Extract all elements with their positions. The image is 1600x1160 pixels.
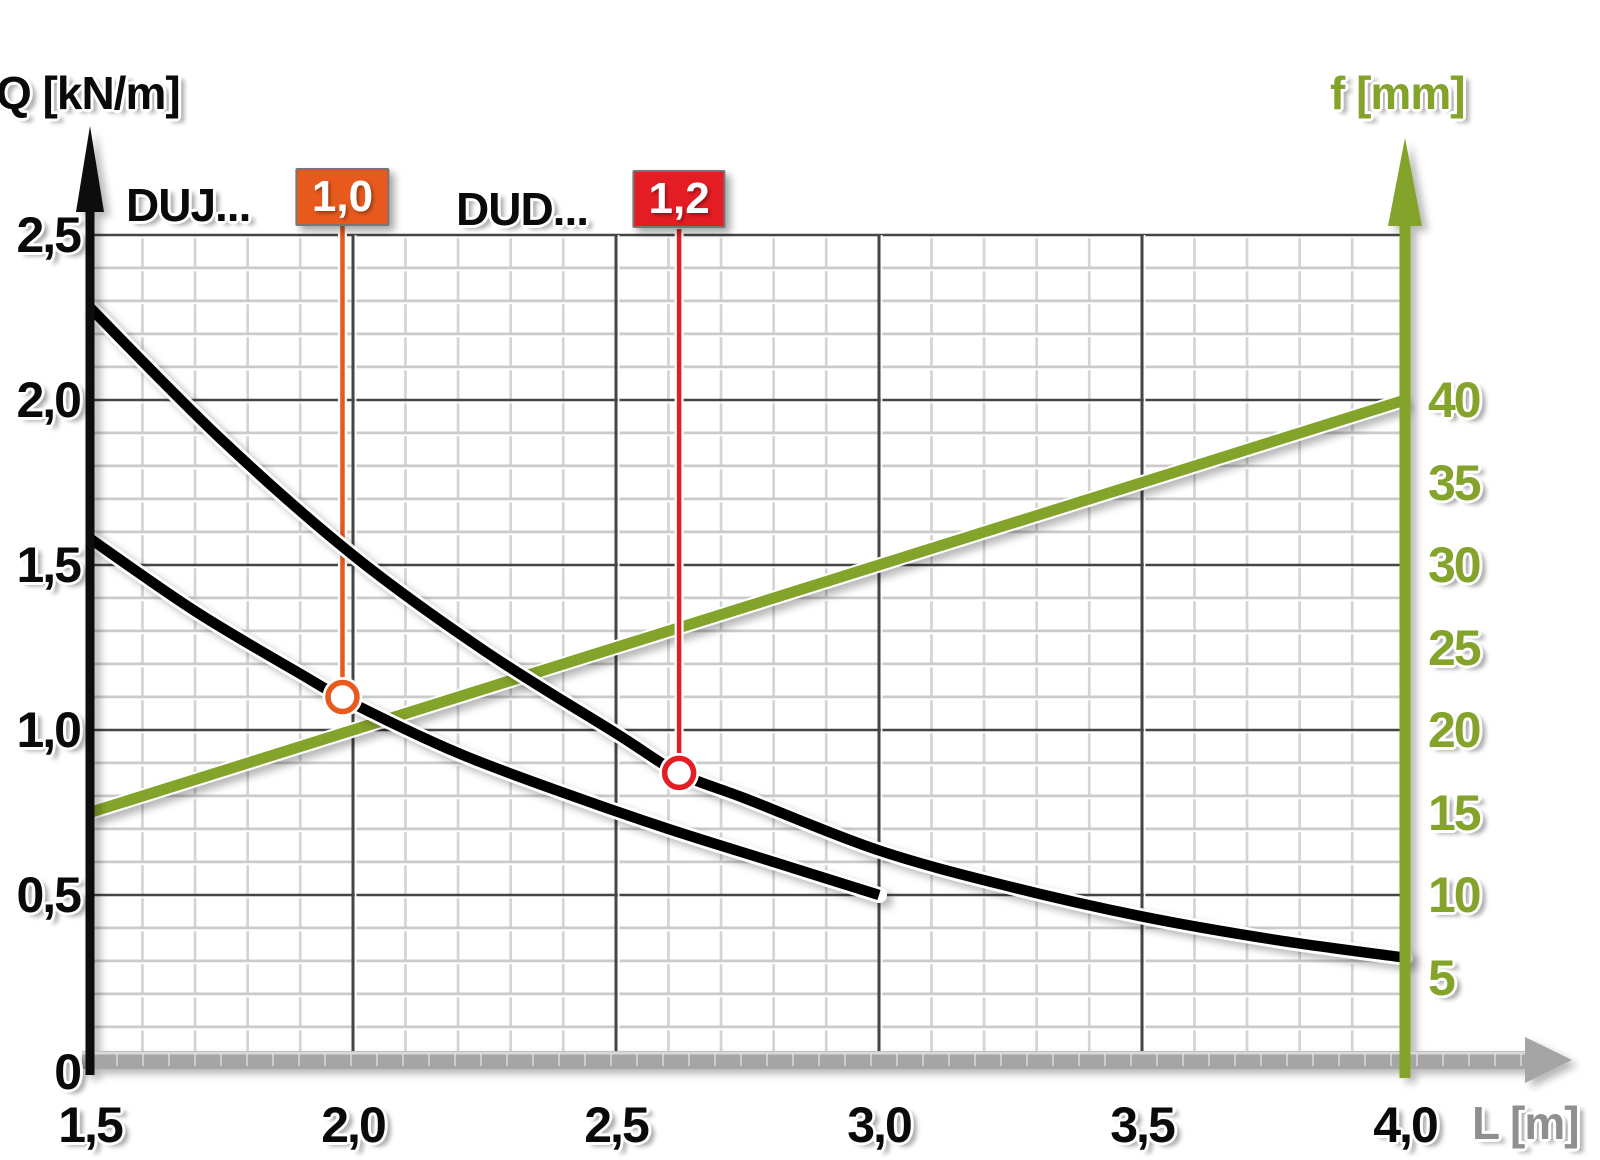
deflection-line (87, 392, 1408, 820)
f-axis-line (1399, 222, 1411, 1078)
marker-lines (337, 226, 684, 759)
marker-dot (325, 679, 360, 715)
x-axis-arrow (1525, 1037, 1572, 1083)
load-curve (86, 303, 1406, 963)
axes (76, 126, 1572, 1083)
x-axis-bar (82, 1051, 1525, 1069)
grid (90, 233, 1405, 1060)
load-curve (87, 534, 881, 901)
q-axis-arrow (76, 126, 104, 212)
q-axis-line (85, 210, 95, 1075)
deflection-line-stroke (88, 394, 1407, 818)
load-curves (82, 299, 1413, 966)
marker-dots (322, 677, 700, 793)
f-axis-arrow (1388, 138, 1422, 226)
marker-dot (661, 755, 697, 791)
